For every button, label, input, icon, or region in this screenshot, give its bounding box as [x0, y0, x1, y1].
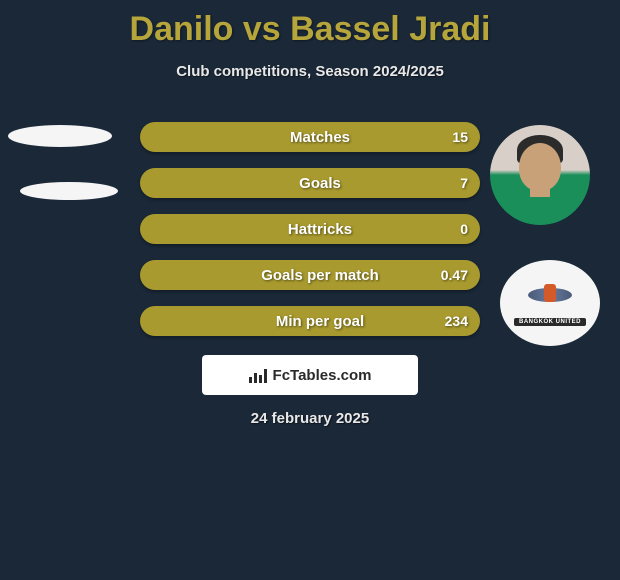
club-crest-icon [528, 280, 572, 314]
stat-row: Hattricks 0 [140, 214, 480, 244]
stat-label: Min per goal [256, 313, 364, 330]
player-left-club-placeholder [20, 182, 118, 200]
stat-row: Min per goal 234 [140, 306, 480, 336]
stat-value: 0 [460, 221, 468, 237]
fctables-watermark: FcTables.com [202, 355, 418, 395]
stat-row: Matches 15 [140, 122, 480, 152]
stat-value: 234 [445, 313, 468, 329]
stat-label: Matches [270, 129, 350, 146]
player-right-avatar [490, 125, 590, 225]
stat-row: Goals 7 [140, 168, 480, 198]
page-title: Danilo vs Bassel Jradi [0, 0, 620, 49]
player-right-club-badge: BANGKOK UNITED [500, 260, 600, 346]
page-subtitle: Club competitions, Season 2024/2025 [0, 63, 620, 80]
stat-value: 15 [452, 129, 468, 145]
stat-label: Goals [279, 175, 341, 192]
date-label: 24 february 2025 [0, 410, 620, 427]
stat-label: Goals per match [241, 267, 379, 284]
player-left-avatar-placeholder [8, 125, 112, 147]
club-badge-label: BANGKOK UNITED [514, 318, 586, 326]
stat-label: Hattricks [268, 221, 352, 238]
fctables-label: FcTables.com [273, 367, 372, 384]
bar-chart-icon [249, 367, 267, 383]
stat-value: 7 [460, 175, 468, 191]
stat-row: Goals per match 0.47 [140, 260, 480, 290]
stat-value: 0.47 [441, 267, 468, 283]
stats-list: Matches 15 Goals 7 Hattricks 0 Goals per… [140, 122, 480, 352]
